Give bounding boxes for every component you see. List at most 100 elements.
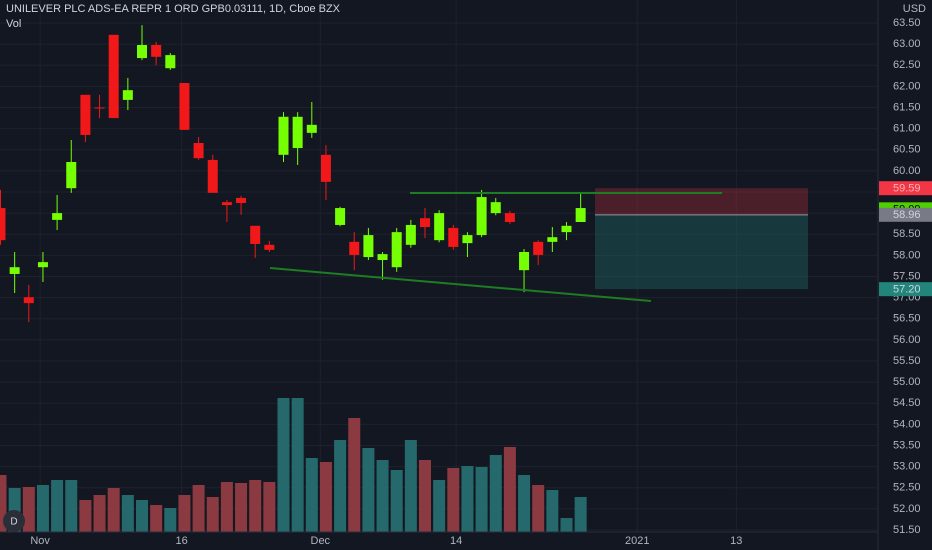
volume-bar [305, 458, 318, 532]
volume-bar [93, 495, 106, 532]
candle-body [52, 213, 63, 220]
volume-bar [192, 485, 205, 532]
volume-bar [503, 447, 516, 532]
reward-zone [595, 214, 808, 290]
candle-body [547, 237, 558, 242]
candle-body [363, 235, 374, 258]
x-tick-label: 16 [175, 535, 187, 547]
price-label: 59.59 [893, 183, 921, 195]
volume-bar [36, 485, 49, 532]
candle-body [320, 154, 331, 182]
volume-bar [249, 480, 262, 532]
volume-bar [546, 490, 559, 532]
candle-body [575, 208, 586, 222]
price-label-bg [879, 181, 932, 196]
y-tick-label: 62.50 [893, 59, 921, 71]
candle-body [349, 241, 360, 255]
candle-body [0, 208, 6, 241]
volume-bar [574, 497, 587, 532]
x-tick-label: Nov [30, 535, 50, 547]
volume-bar [489, 455, 502, 532]
candle-body [391, 232, 402, 268]
price-label-bg [879, 282, 932, 297]
candle-body [476, 197, 487, 236]
candle-body [405, 224, 416, 245]
y-tick-label: 60.50 [893, 144, 921, 156]
volume-bar [164, 508, 177, 532]
candle-body [23, 297, 34, 304]
volume-pane [0, 398, 587, 532]
y-tick-label: 63.00 [893, 38, 921, 50]
volume-bar [404, 440, 417, 532]
y-tick-label: 56.00 [893, 334, 921, 346]
volume-bar [334, 440, 347, 532]
candle-body [448, 227, 459, 247]
x-tick-label: 2021 [625, 535, 649, 547]
y-tick-label: 53.50 [893, 439, 921, 451]
price-label-bg [879, 207, 932, 222]
volume-bar [475, 467, 488, 532]
volume-bar [263, 482, 276, 532]
volume-bar [376, 460, 389, 532]
candle-body [80, 94, 91, 135]
y-tick-label: 61.00 [893, 123, 921, 135]
volume-bar [0, 475, 7, 532]
y-tick-label: 54.00 [893, 418, 921, 430]
candle-body [434, 213, 445, 241]
candle-body [66, 162, 77, 189]
trend-line [269, 267, 652, 302]
y-tick-label: 51.50 [893, 524, 921, 536]
volume-bar [560, 518, 573, 532]
volume-bar [319, 462, 332, 532]
volume-bar [447, 468, 460, 532]
y-tick-label: 55.00 [893, 376, 921, 388]
candle-body [278, 116, 289, 155]
y-tick-label: 60.00 [893, 165, 921, 177]
interval-badge[interactable] [3, 510, 25, 532]
y-tick-label: 56.50 [893, 313, 921, 325]
candle-body [207, 159, 218, 193]
volume-bar [206, 497, 219, 532]
candle-body [533, 241, 544, 255]
candle-body [306, 124, 317, 133]
position-tool [595, 188, 808, 290]
volume-bar [220, 482, 233, 532]
candle-body [561, 225, 572, 233]
x-tick-label: 13 [730, 535, 742, 547]
price-axis: 51.50 52.00 52.50 53.00 53.50 54.00 54.50 55.00… [893, 17, 921, 536]
candles [0, 25, 586, 323]
y-tick-label: 61.50 [893, 101, 921, 113]
x-tick-label: 14 [450, 535, 462, 547]
candle-body [179, 82, 190, 130]
candle-body [377, 254, 388, 261]
volume-bar [348, 418, 361, 532]
candle-body [37, 262, 48, 268]
candle-body [420, 218, 430, 228]
volume-bar [121, 495, 134, 532]
y-tick-label: 62.00 [893, 80, 921, 92]
volume-bar [107, 488, 120, 532]
volume-bar [65, 480, 78, 532]
interval-badge-label[interactable]: D [10, 517, 17, 528]
y-tick-label: 57.50 [893, 270, 921, 282]
candle-body [335, 208, 346, 225]
y-tick-label: 54.50 [893, 397, 921, 409]
volume-bar [277, 398, 290, 532]
candle-body [490, 202, 501, 214]
candle-body [504, 213, 515, 222]
volume-bar [362, 448, 375, 532]
currency-label: USD [903, 3, 926, 15]
volume-bar [79, 500, 92, 532]
candle-body [122, 90, 133, 100]
candle-body [193, 142, 204, 159]
y-tick-label: 63.50 [893, 17, 921, 29]
volume-bar [22, 487, 35, 532]
candle-body [292, 116, 303, 149]
y-tick-label: 58.50 [893, 228, 921, 240]
price-label: 58.96 [893, 209, 921, 221]
candle-body [9, 267, 20, 274]
volume-bar [235, 483, 248, 532]
volume-bar [51, 480, 64, 532]
